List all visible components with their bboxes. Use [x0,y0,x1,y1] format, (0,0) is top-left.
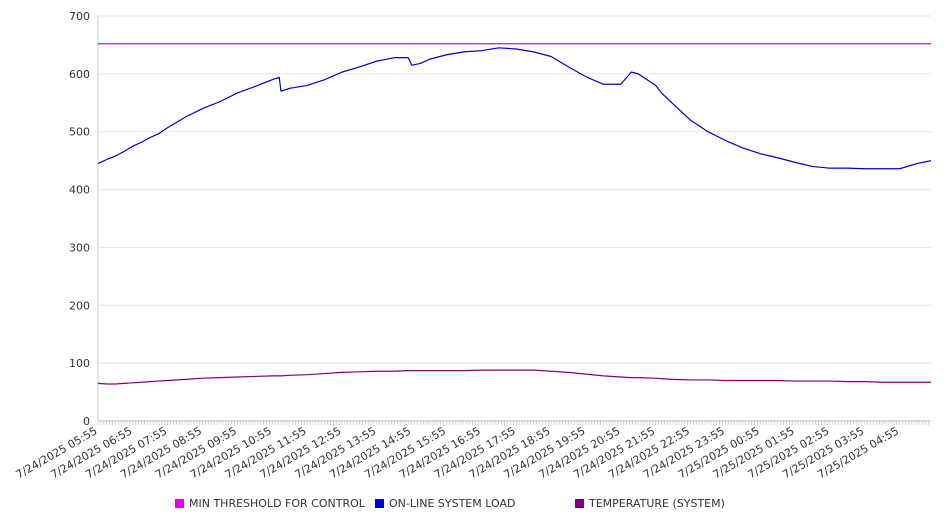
x-axis-ticks: 7/24/2025 05:557/24/2025 06:557/24/2025 … [14,424,901,481]
legend-label-min-threshold: MIN THRESHOLD FOR CONTROL [189,497,365,510]
series-line-1 [97,47,932,170]
y-tick-label: 0 [83,415,90,428]
y-tick-label: 600 [69,68,90,81]
legend-swatch-temperature [575,499,584,508]
legend: MIN THRESHOLD FOR CONTROL ON-LINE SYSTEM… [0,497,946,515]
legend-item-temperature[interactable]: TEMPERATURE (SYSTEM) [575,497,725,510]
y-tick-label: 200 [69,299,90,312]
legend-label-temperature: TEMPERATURE (SYSTEM) [589,497,725,510]
gridlines [98,15,931,364]
legend-label-system-load: ON-LINE SYSTEM LOAD [389,497,516,510]
legend-swatch-system-load [375,499,384,508]
legend-swatch-min-threshold [175,499,184,508]
y-tick-label: 500 [69,126,90,139]
x-minor-ticks [97,421,929,425]
series-line-2 [97,369,931,385]
y-tick-label: 100 [69,357,90,370]
y-tick-label: 300 [69,241,90,254]
legend-item-system-load[interactable]: ON-LINE SYSTEM LOAD [375,497,515,510]
y-tick-label: 700 [69,10,90,23]
axes [97,16,931,425]
y-tick-label: 400 [69,184,90,197]
series-lines [97,43,932,385]
legend-item-min-threshold[interactable]: MIN THRESHOLD FOR CONTROL [175,497,365,510]
y-axis-ticks: 0 100 200 300 400 500 600 700 [69,10,90,428]
